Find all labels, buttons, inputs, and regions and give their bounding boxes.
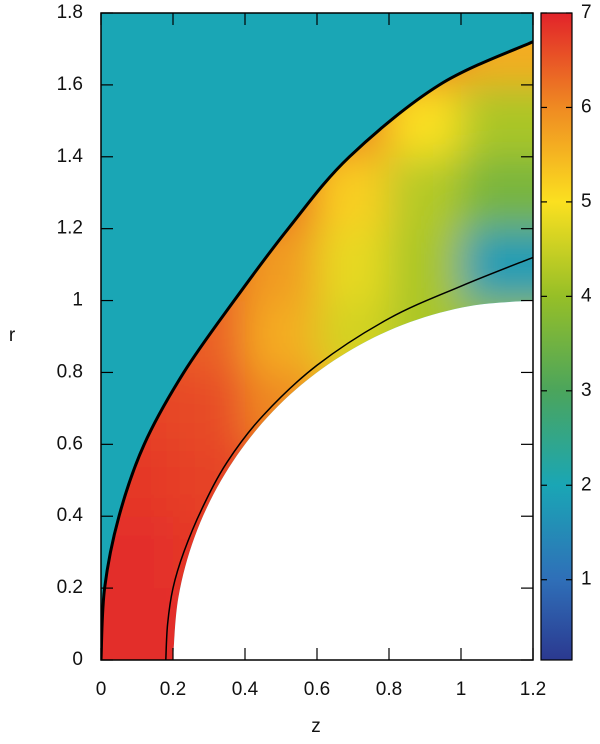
y-tick-label: 1 bbox=[72, 290, 83, 311]
y-tick-label: 1.2 bbox=[57, 218, 83, 239]
colorbar-tick-label: 3 bbox=[581, 380, 592, 401]
y-tick-label: 0.4 bbox=[57, 505, 84, 526]
y-tick-label: 0.6 bbox=[57, 433, 83, 454]
field-cell bbox=[173, 372, 246, 445]
y-tick-label: 0.2 bbox=[57, 577, 83, 598]
x-axis-label: z bbox=[311, 716, 321, 737]
contour-line bbox=[165, 256, 533, 660]
contour-line bbox=[101, 40, 533, 660]
x-tick-label: 0.6 bbox=[304, 679, 330, 700]
field-cell bbox=[245, 300, 318, 373]
colorbar-tick-label: 6 bbox=[581, 96, 592, 117]
y-tick-label: 1.6 bbox=[57, 74, 83, 95]
field-cell bbox=[317, 228, 390, 302]
x-tick-label: 1.2 bbox=[520, 679, 546, 700]
x-tick-label: 0.4 bbox=[232, 679, 259, 700]
colorbar-tick-label: 2 bbox=[581, 474, 592, 495]
field-cell bbox=[461, 156, 533, 230]
colorbar-tick-label: 7 bbox=[581, 2, 592, 23]
plot-area bbox=[101, 13, 533, 660]
colorbar bbox=[540, 12, 573, 661]
y-tick-label: 1.8 bbox=[57, 2, 83, 23]
body bbox=[173, 300, 533, 660]
x-tick-label: 0 bbox=[96, 679, 107, 700]
axes: 0 0.2 0.4 0.6 0.8 1 1.2 0 0.2 0.4 0.6 0.8 1 1.2 1.4 1.6… bbox=[57, 2, 592, 700]
y-axis-label: r bbox=[9, 325, 16, 346]
field-cell bbox=[101, 588, 174, 660]
field-cell bbox=[389, 228, 462, 302]
colorbar-tick-label: 5 bbox=[581, 191, 592, 212]
y-tick-label: 0.8 bbox=[57, 361, 83, 382]
x-tick-label: 1 bbox=[456, 679, 467, 700]
colorbar-tick-label: 4 bbox=[581, 285, 592, 306]
field-cell bbox=[461, 84, 533, 158]
colorbar-tick-label: 1 bbox=[581, 569, 592, 590]
y-tick-label: 0 bbox=[72, 649, 83, 670]
field-cell bbox=[461, 228, 533, 302]
x-tick-label: 0.8 bbox=[376, 679, 402, 700]
field-cell bbox=[389, 156, 462, 230]
x-tick-label: 0.2 bbox=[160, 679, 186, 700]
y-tick-label: 1.4 bbox=[57, 146, 84, 167]
